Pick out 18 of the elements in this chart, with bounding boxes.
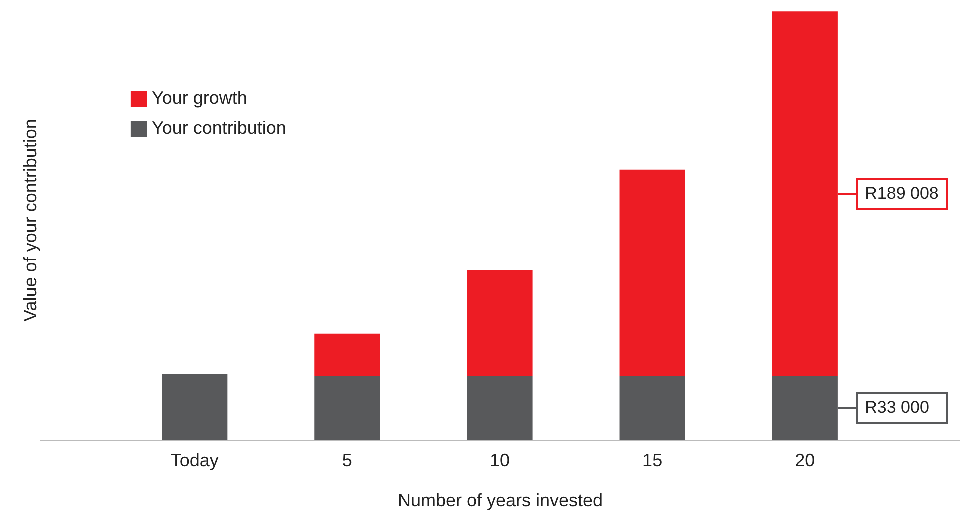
legend-label: Your contribution	[152, 118, 286, 138]
y-axis-title: Value of your contribution	[20, 119, 40, 322]
data-label: R189 008	[865, 184, 939, 203]
bar	[314, 334, 380, 376]
bar	[620, 170, 686, 376]
bar	[467, 270, 533, 376]
x-tick-label: 15	[642, 450, 663, 470]
bar	[314, 376, 380, 440]
x-tick-label: 5	[342, 450, 352, 470]
bar	[467, 376, 533, 440]
x-axis-title: Number of years invested	[398, 490, 604, 510]
data-label: R33 000	[865, 398, 930, 418]
bar	[162, 374, 228, 440]
bar	[620, 376, 686, 440]
x-tick-label: 20	[795, 450, 816, 470]
x-tick-label: Today	[170, 450, 219, 470]
legend-label: Your growth	[152, 88, 248, 108]
x-tick-label: 10	[490, 450, 510, 470]
